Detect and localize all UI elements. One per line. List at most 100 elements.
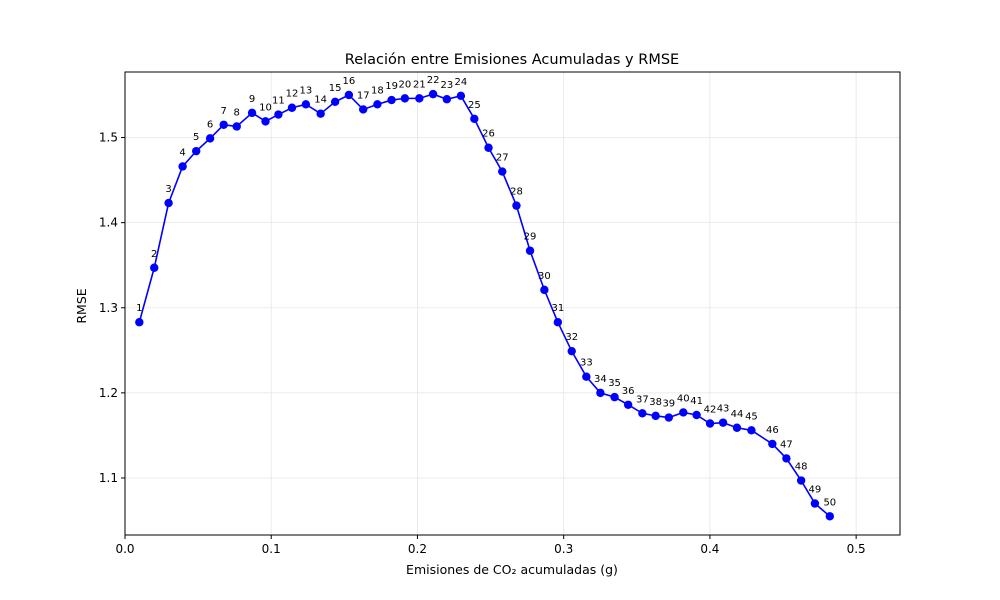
data-point (705, 419, 715, 428)
data-point (178, 162, 187, 171)
point-label: 32 (565, 332, 578, 343)
data-point (330, 97, 340, 106)
point-label: 41 (690, 396, 703, 407)
data-point (287, 103, 297, 112)
y-tick-label: 1.2 (99, 386, 118, 400)
point-label: 17 (357, 90, 370, 101)
point-label: 28 (510, 187, 523, 198)
point-label: 13 (300, 85, 313, 96)
point-label: 49 (809, 485, 822, 496)
data-point (553, 318, 563, 327)
data-point (732, 423, 742, 432)
point-label: 6 (207, 119, 213, 130)
point-label: 11 (272, 96, 285, 107)
data-point (261, 117, 270, 126)
point-label: 33 (580, 358, 593, 369)
data-point (498, 167, 507, 176)
data-point (442, 95, 452, 104)
point-label: 45 (745, 411, 758, 422)
data-point (718, 418, 728, 427)
y-tick-label: 1.4 (99, 216, 118, 230)
data-point (638, 409, 647, 418)
data-point (274, 110, 283, 119)
point-label: 40 (677, 393, 690, 404)
x-axis-ticks: 0.0 0.1 0.2 0.3 0.4 0.5 (115, 535, 866, 556)
y-axis-label: RMSE (74, 288, 89, 323)
data-point (747, 426, 756, 435)
data-point (135, 318, 144, 327)
point-label: 23 (440, 80, 453, 91)
point-label: 25 (468, 100, 481, 111)
point-label: 19 (385, 81, 398, 92)
point-label: 43 (717, 404, 730, 415)
point-label: 1 (136, 303, 142, 314)
data-point (540, 285, 549, 295)
point-label: 50 (823, 497, 836, 508)
point-label: 9 (249, 94, 255, 105)
data-point (567, 346, 576, 356)
data-point (428, 89, 438, 99)
point-label: 42 (704, 405, 717, 416)
x-axis-label: Emisiones de CO₂ acumuladas (g) (406, 562, 618, 577)
point-label: 35 (608, 378, 621, 389)
point-label: 36 (622, 386, 635, 397)
point-label: 20 (399, 79, 412, 90)
data-series (135, 89, 835, 521)
data-point (387, 95, 396, 105)
x-tick-label: 0.2 (408, 542, 427, 556)
y-tick-label: 1.5 (99, 131, 118, 145)
point-label: 4 (179, 147, 185, 158)
x-tick-label: 0.4 (700, 542, 719, 556)
data-point (679, 408, 688, 417)
grid-lines (124, 72, 900, 535)
data-point (400, 94, 410, 103)
data-point (484, 143, 493, 152)
x-tick-label: 0.5 (847, 542, 866, 556)
point-label: 31 (551, 303, 564, 314)
point-label: 26 (482, 129, 495, 140)
point-label: 16 (343, 76, 356, 87)
point-label: 10 (259, 102, 272, 113)
point-label: 44 (731, 409, 744, 420)
point-label: 14 (314, 95, 327, 106)
x-tick-label: 0.0 (115, 542, 134, 556)
data-point (810, 499, 820, 508)
x-tick-label: 0.3 (554, 542, 573, 556)
point-label: 37 (636, 394, 649, 405)
point-label: 30 (538, 271, 551, 282)
data-point (796, 476, 806, 485)
data-point (456, 91, 466, 101)
data-point (164, 198, 173, 208)
data-point (373, 100, 382, 109)
point-label: 5 (193, 132, 199, 143)
data-point (512, 201, 521, 210)
point-label: 3 (165, 184, 171, 195)
point-label: 46 (766, 425, 779, 436)
y-tick-label: 1.1 (99, 471, 118, 485)
data-point (219, 120, 228, 129)
point-label: 15 (329, 83, 342, 94)
data-point (525, 246, 535, 255)
point-label: 34 (594, 374, 607, 385)
data-point (150, 263, 159, 272)
point-label: 22 (427, 75, 440, 86)
data-point (664, 413, 674, 422)
data-point (692, 410, 701, 420)
data-point (232, 122, 241, 131)
point-label: 27 (496, 153, 509, 164)
point-label: 8 (234, 107, 240, 118)
x-tick-label: 0.1 (262, 542, 281, 556)
data-point (316, 109, 325, 118)
point-label: 2 (151, 249, 157, 260)
data-point (192, 146, 201, 156)
point-label: 29 (524, 232, 537, 243)
data-point (205, 134, 215, 143)
data-point (470, 114, 479, 124)
point-label: 12 (286, 89, 299, 100)
data-point (247, 108, 257, 118)
data-point (596, 388, 605, 398)
data-point (623, 400, 633, 409)
